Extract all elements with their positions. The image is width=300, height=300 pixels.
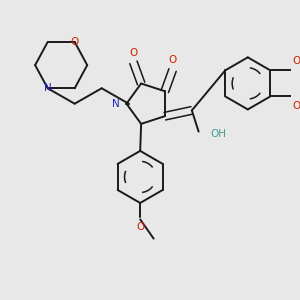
- Text: O: O: [70, 37, 79, 47]
- Text: O: O: [292, 101, 300, 111]
- Text: N: N: [44, 83, 52, 93]
- Text: O: O: [168, 56, 177, 65]
- Text: N: N: [112, 99, 120, 109]
- Text: OH: OH: [210, 128, 226, 139]
- Text: O: O: [292, 56, 300, 66]
- Text: O: O: [129, 48, 137, 58]
- Text: O: O: [136, 222, 144, 232]
